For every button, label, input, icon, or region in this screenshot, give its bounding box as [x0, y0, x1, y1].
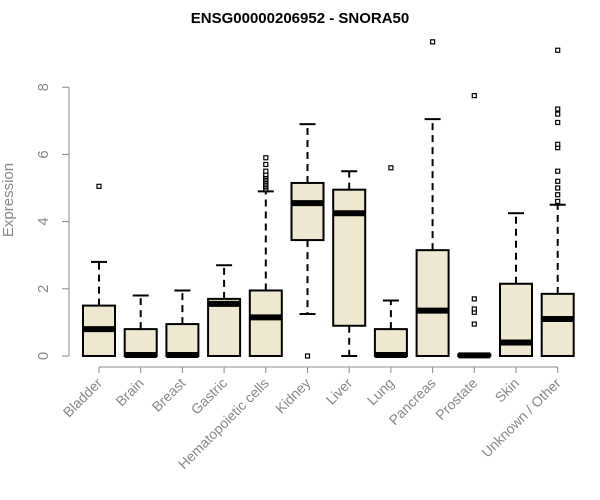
x-tick-label: Liver: [323, 375, 356, 408]
outlier-point: [304, 353, 311, 359]
iqr-box: [123, 328, 158, 357]
iqr-box: [248, 289, 283, 358]
outlier-point: [471, 306, 477, 312]
box-liver: [332, 170, 367, 357]
iqr-box: [415, 249, 450, 357]
box-lung: [373, 165, 408, 358]
iqr-box: [290, 181, 325, 242]
outlier-point: [555, 192, 561, 198]
box-skin: [499, 212, 533, 358]
outlier-point: [555, 119, 561, 126]
y-tick-label: 8: [35, 83, 52, 91]
outlier-point: [555, 178, 561, 184]
x-tick-label: Brain: [112, 375, 146, 409]
y-axis-label: Expression: [0, 163, 17, 237]
box-brain: [123, 294, 158, 358]
outlier-point: [555, 168, 561, 174]
x-tick-label: Kidney: [272, 375, 314, 417]
y-axis: 0 2 4 6 8: [35, 83, 70, 360]
outlier-point: [555, 185, 561, 191]
outlier-point: [555, 111, 561, 117]
x-tick-label: Bladder: [60, 375, 106, 421]
outlier-point: [471, 296, 477, 302]
box-breast: [165, 289, 200, 358]
y-tick-label: 6: [35, 150, 52, 158]
outlier-point: [388, 165, 394, 171]
outlier-point: [430, 39, 436, 45]
box-pancreas: [415, 39, 450, 357]
box-bladder: [82, 183, 116, 358]
x-tick-label: Prostate: [432, 375, 480, 423]
outlier-point: [263, 155, 269, 161]
box-unknown-other: [540, 47, 575, 357]
box-group: [82, 39, 575, 359]
x-tick-label: Skin: [492, 375, 523, 406]
outlier-point: [263, 161, 269, 168]
x-tick-label: Unknown / Other: [478, 375, 564, 461]
y-tick-label: 2: [35, 285, 52, 293]
iqr-box: [540, 292, 575, 357]
outlier-point: [555, 106, 561, 112]
box-kidney: [290, 123, 325, 359]
outlier-point: [555, 47, 561, 53]
box-prostate: [457, 92, 492, 359]
iqr-box: [207, 297, 242, 358]
outlier-point: [263, 168, 269, 174]
outlier-point: [555, 141, 561, 147]
y-tick-label: 4: [35, 217, 52, 225]
outlier-point: [471, 321, 477, 327]
iqr-box: [373, 328, 408, 357]
outlier-point: [96, 183, 102, 189]
outlier-point: [555, 198, 561, 205]
x-tick-label: Breast: [149, 375, 189, 415]
chart-title: ENSG00000206952 - SNORA50: [191, 10, 409, 27]
iqr-box: [165, 323, 200, 357]
box-hematopoietic-cells: [248, 155, 283, 358]
box-gastric: [207, 264, 242, 358]
iqr-box: [332, 188, 367, 327]
x-tick-label: Lung: [364, 375, 397, 408]
outlier-point: [471, 92, 477, 99]
y-tick-label: 0: [35, 352, 52, 360]
